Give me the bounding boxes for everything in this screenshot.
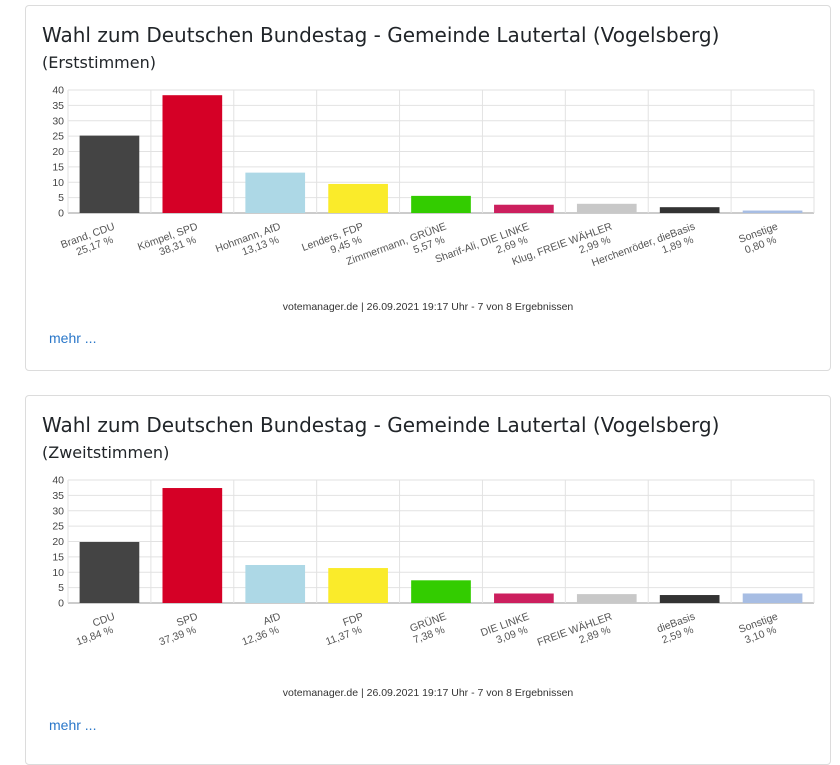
bar [79,541,140,603]
y-tick-label: 35 [52,490,64,502]
source-caption: votemanager.de | 26.09.2021 19:17 Uhr - … [282,687,574,699]
y-tick-label: 10 [52,177,64,189]
bar [79,135,140,213]
category-label: AfD [262,610,283,627]
y-tick-label: 25 [52,521,64,533]
y-tick-label: 20 [52,146,64,158]
y-tick-label: 5 [58,192,64,204]
bar [576,203,637,213]
result-card-erststimmen: Wahl zum Deutschen Bundestag - Gemeinde … [25,5,831,371]
bar [328,568,388,603]
y-tick-label: 30 [52,115,64,127]
chart-title: Wahl zum Deutschen Bundestag - Gemeinde … [42,413,720,437]
y-tick-label: 40 [52,475,64,487]
bar [162,488,223,603]
bar [576,594,637,603]
bar [245,172,306,213]
y-tick-label: 30 [52,505,64,517]
bar [411,580,471,603]
chart-title: Wahl zum Deutschen Bundestag - Gemeinde … [42,23,720,47]
y-tick-label: 25 [52,131,64,143]
bar [245,564,306,603]
bar [659,207,720,213]
y-tick-label: 10 [52,567,64,579]
bar [328,183,388,213]
more-link[interactable]: mehr ... [49,717,97,733]
bar [742,210,803,213]
y-tick-label: 15 [52,551,64,563]
y-tick-label: 40 [52,85,64,97]
y-tick-label: 5 [58,582,64,594]
y-tick-label: 15 [52,161,64,173]
more-link[interactable]: mehr ... [49,330,97,346]
result-card-zweitstimmen: Wahl zum Deutschen Bundestag - Gemeinde … [25,395,831,765]
bar [411,195,471,213]
y-tick-label: 35 [52,100,64,112]
bar [659,595,720,603]
bar [494,593,554,603]
chart-subtitle: (Erststimmen) [42,53,156,72]
value-label: 12,36 % [240,624,280,648]
bar [742,593,803,603]
bar [494,204,554,213]
y-tick-label: 0 [58,598,64,610]
y-tick-label: 0 [58,208,64,220]
bar [162,95,223,213]
source-caption: votemanager.de | 26.09.2021 19:17 Uhr - … [282,301,574,313]
y-tick-label: 20 [52,536,64,548]
chart-subtitle: (Zweitstimmen) [42,443,170,462]
